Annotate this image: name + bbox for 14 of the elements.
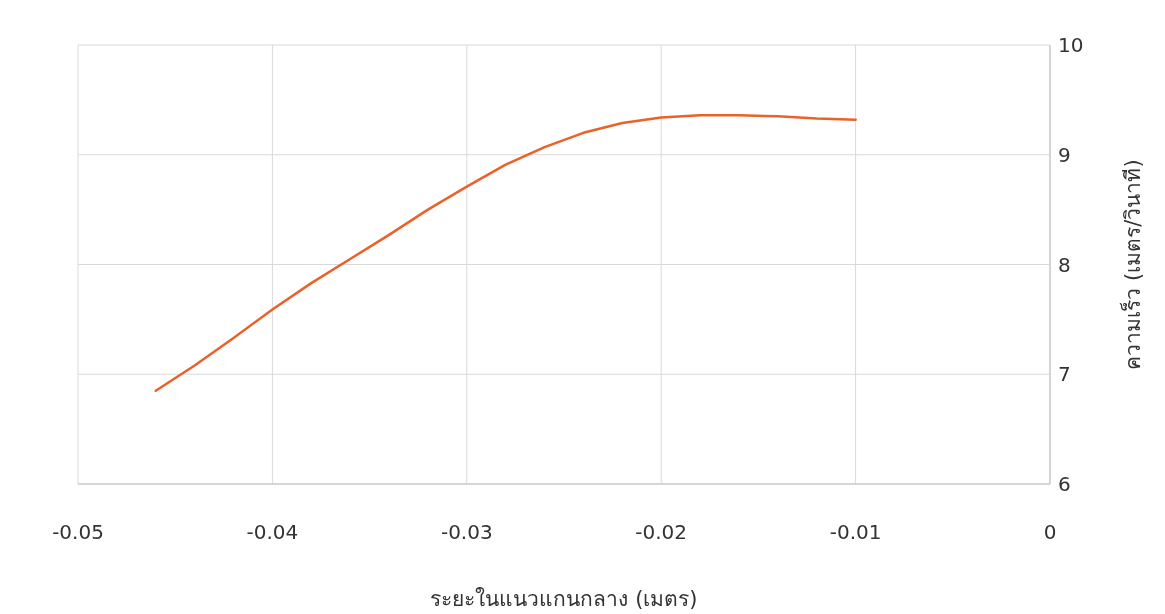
x-tick-label: 0 [1043, 520, 1057, 544]
x-tick-label: -0.02 [635, 520, 688, 544]
y-tick-label: 6 [1058, 472, 1071, 496]
y-axis-title: ความเร็ว (เมตร/วินาที) [1119, 159, 1145, 370]
x-tick-label: -0.05 [52, 520, 104, 544]
x-tick-label: -0.04 [246, 520, 299, 544]
y-tick-label: 10 [1058, 33, 1084, 57]
x-axis-title: ระยะในแนวแกนกลาง (เมตร) [430, 587, 698, 611]
x-tick-label: -0.03 [440, 520, 493, 544]
line-series [154, 113, 857, 392]
y-tick-label: 7 [1058, 362, 1071, 387]
y-tick-label: 8 [1058, 252, 1071, 277]
x-tick-label: -0.01 [829, 520, 882, 544]
y-tick-label: 9 [1058, 142, 1071, 167]
